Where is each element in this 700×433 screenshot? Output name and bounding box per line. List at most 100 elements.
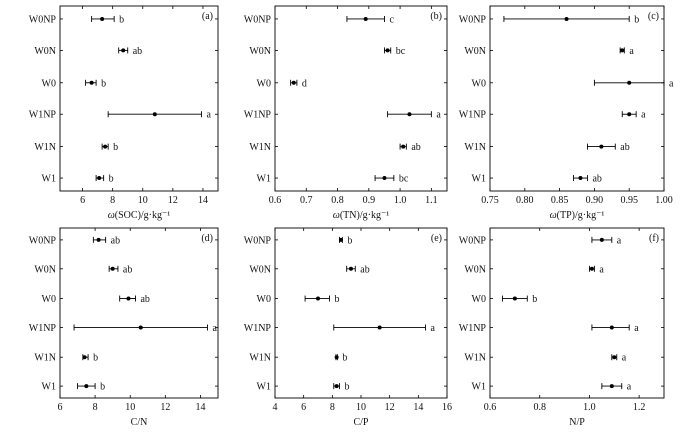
y-tick-label: W0N	[464, 46, 486, 57]
significance-letter: a	[436, 110, 441, 121]
data-point	[578, 176, 583, 181]
panel-label: (a)	[202, 11, 213, 22]
significance-letter: b	[101, 78, 106, 89]
y-tick-label: W1	[42, 174, 56, 185]
data-point	[82, 355, 87, 360]
significance-letter: ab	[140, 294, 149, 305]
significance-letter: b	[345, 382, 350, 393]
y-tick-label: W0N	[34, 46, 56, 57]
significance-letter: ab	[123, 264, 132, 275]
data-point	[152, 112, 157, 117]
data-point	[363, 16, 368, 21]
y-tick-label: W0NP	[459, 235, 487, 246]
x-tick-label: 14	[195, 402, 205, 413]
data-point	[97, 176, 102, 181]
y-tick-label: W1N	[249, 353, 271, 364]
x-tick-label: 10	[125, 402, 135, 413]
y-tick-label: W1NP	[459, 110, 487, 121]
data-point	[620, 48, 625, 53]
x-tick-label: 1.00	[655, 195, 673, 206]
y-tick-label: W1	[257, 382, 271, 393]
data-point	[121, 48, 126, 53]
data-point	[612, 355, 617, 360]
x-axis-title: N/P	[569, 417, 585, 428]
x-tick-label: 8	[93, 402, 98, 413]
significance-letter: b	[532, 294, 537, 305]
y-tick-label: W0NP	[29, 14, 57, 25]
significance-letter: b	[109, 174, 114, 185]
x-tick-label: 0.9	[363, 195, 376, 206]
x-tick-label: 14	[413, 402, 423, 413]
data-point	[103, 144, 108, 149]
significance-letter: a	[641, 110, 646, 121]
y-tick-label: W0	[257, 294, 271, 305]
x-tick-label: 10	[138, 195, 148, 206]
significance-letter: d	[302, 78, 307, 89]
data-point	[609, 384, 614, 389]
data-point	[100, 16, 105, 21]
significance-letter: a	[634, 323, 639, 334]
y-tick-label: W1	[472, 382, 486, 393]
x-tick-label: 6	[80, 195, 85, 206]
y-tick-label: W0N	[249, 264, 271, 275]
y-tick-label: W0	[42, 78, 56, 89]
significance-letter: a	[617, 235, 622, 246]
data-point	[334, 384, 339, 389]
data-point	[385, 48, 390, 53]
data-point	[599, 237, 604, 242]
significance-letter: b	[334, 294, 339, 305]
x-tick-label: 1.2	[633, 402, 646, 413]
data-point	[609, 325, 614, 330]
significance-letter: a	[212, 323, 217, 334]
y-tick-label: W0NP	[29, 235, 57, 246]
data-point	[512, 296, 517, 301]
plot-frame	[489, 5, 665, 192]
y-tick-label: W1N	[34, 353, 56, 364]
data-point	[599, 144, 604, 149]
panel-label: (e)	[431, 233, 442, 244]
x-tick-label: 0.85	[551, 195, 569, 206]
chart-panel: (f) W0NP W0N W0 W1NP W1N W1 0.6 0.8 1.0 1.2 N/P a a b a…	[459, 227, 665, 428]
data-point	[627, 112, 632, 117]
y-tick-label: W1N	[249, 142, 271, 153]
x-tick-label: 0.6	[269, 195, 282, 206]
x-axis-title: C/N	[131, 417, 148, 428]
data-point	[589, 266, 594, 271]
data-point	[407, 112, 412, 117]
y-tick-label: W0NP	[244, 235, 272, 246]
data-point	[401, 144, 406, 149]
plot-frame	[59, 227, 219, 399]
significance-letter: b	[119, 14, 124, 25]
y-tick-label: W1	[472, 174, 486, 185]
y-tick-label: W0	[42, 294, 56, 305]
y-tick-label: W1	[257, 174, 271, 185]
significance-letter: bc	[396, 46, 406, 57]
data-point	[334, 355, 339, 360]
y-tick-label: W0N	[464, 264, 486, 275]
y-tick-label: W1N	[464, 353, 486, 364]
plot-frame	[274, 5, 448, 192]
y-tick-label: W0NP	[459, 14, 487, 25]
data-point	[564, 16, 569, 21]
chart-panel: (b) W0NP W0N W0 W1NP W1N W1 0.6 0.7 0.8 0.9 1.0 1.1 ω…	[244, 5, 448, 221]
y-tick-label: W0	[472, 294, 486, 305]
significance-letter: a	[627, 382, 632, 393]
significance-letter: ab	[360, 264, 369, 275]
significance-letter: b	[347, 235, 352, 246]
x-tick-label: 8	[330, 402, 335, 413]
data-point	[291, 80, 296, 85]
significance-letter: b	[113, 142, 118, 153]
significance-letter: a	[622, 353, 627, 364]
y-tick-label: W0N	[34, 264, 56, 275]
significance-letter: ab	[592, 174, 601, 185]
chart-panel: (c) W0NP W0N W0 W1NP W1N W1 0.75 0.80 0.85 0.90 0.9…	[459, 5, 674, 221]
x-tick-label: 0.95	[620, 195, 638, 206]
significance-letter: ab	[411, 142, 420, 153]
plot-frame	[274, 227, 448, 399]
significance-letter: b	[93, 353, 98, 364]
y-tick-label: W0NP	[244, 14, 272, 25]
data-point	[382, 176, 387, 181]
data-point	[84, 384, 89, 389]
data-point	[627, 80, 632, 85]
y-tick-label: W1NP	[459, 323, 487, 334]
